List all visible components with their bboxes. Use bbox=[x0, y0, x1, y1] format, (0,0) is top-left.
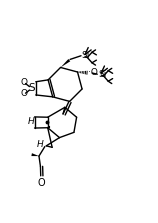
Text: S: S bbox=[29, 83, 35, 93]
Text: O: O bbox=[21, 89, 27, 98]
Polygon shape bbox=[31, 153, 39, 156]
Text: Si: Si bbox=[98, 70, 106, 79]
Text: O: O bbox=[21, 78, 27, 87]
Text: ·O: ·O bbox=[88, 68, 98, 77]
Text: H: H bbox=[37, 140, 43, 149]
Text: H: H bbox=[27, 116, 34, 126]
Text: O: O bbox=[38, 178, 45, 188]
Polygon shape bbox=[61, 59, 70, 67]
Text: Si: Si bbox=[82, 51, 90, 60]
